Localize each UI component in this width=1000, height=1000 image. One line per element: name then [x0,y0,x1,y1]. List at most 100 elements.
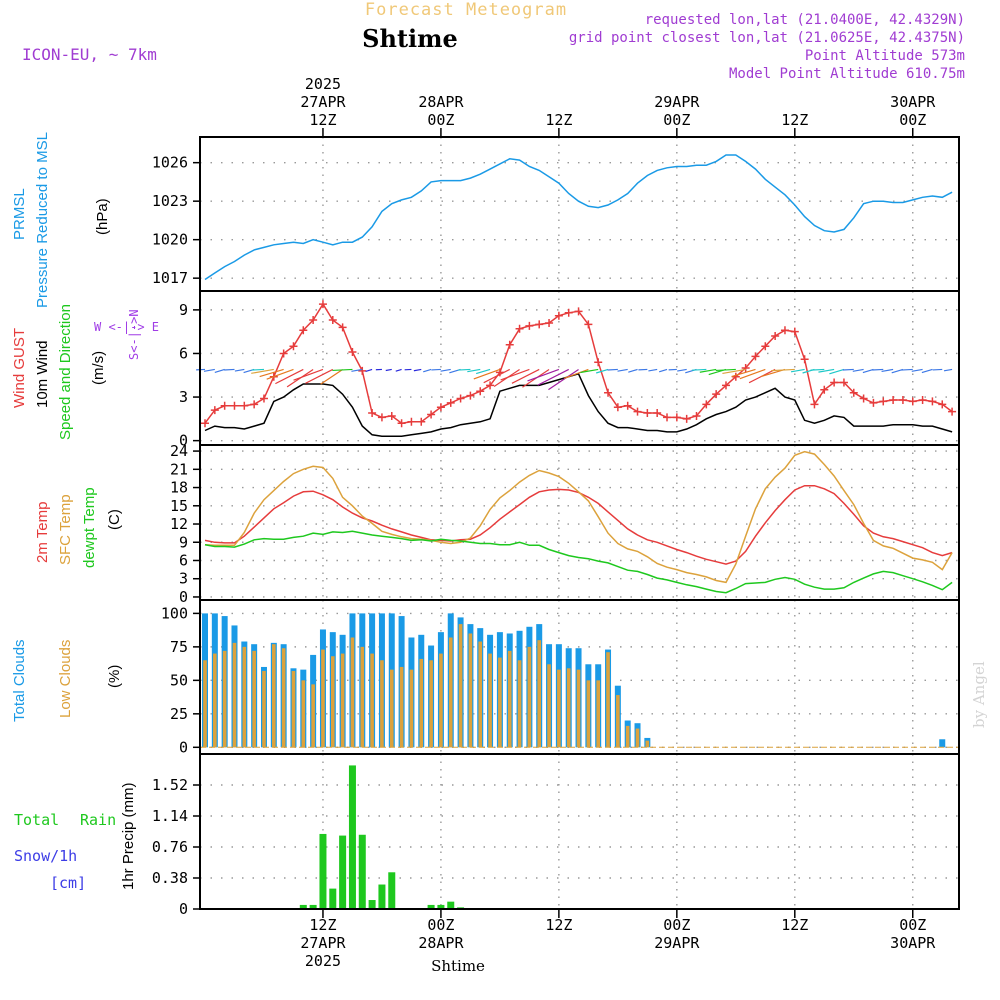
gust-point [230,401,239,410]
wind-barb [564,368,589,379]
low-cloud-bar [330,656,335,748]
gust-point [879,397,888,406]
model-altitude: Model Point Altitude 610.75m [729,66,965,82]
gust-point [486,381,495,390]
wind-barb [911,368,923,372]
y-tick-label: 21 [170,460,188,478]
gust-point [535,320,544,329]
requested-coords: requested lon,lat (21.0400E, 42.4329N) [645,12,965,28]
wind-barb [224,368,235,371]
gust-point [368,409,377,418]
rain-bar [319,833,327,909]
low-cloud-bar [547,664,551,748]
series-line [204,302,953,424]
y-tick-label: 0 [179,588,188,606]
rain-bar [358,834,366,909]
low-cloud-bar [527,646,532,748]
wind-barb [320,368,343,385]
y-tick-label: 12 [170,515,188,533]
low-cloud-bar [517,660,522,748]
series-line [204,154,953,281]
wind-barb [771,368,795,372]
total-cloud-bar [939,739,946,748]
wind-barb [628,368,638,373]
y-tick-label: 50 [170,671,188,689]
gust-point [830,378,839,387]
gust-point [653,409,662,418]
gust-point [712,390,721,399]
watermark: by Angel [970,661,988,728]
wind-barb [891,368,904,374]
wind-barb [862,368,874,374]
low-cloud-bar [645,740,650,748]
low-cloud-bar [281,648,286,748]
low-cloud-bar [311,684,315,748]
low-cloud-bar [498,657,502,748]
y-tick-label: 3 [179,388,188,406]
wind-barb [351,368,363,372]
y-tick-label: 15 [170,497,188,515]
gust-point [338,323,347,332]
wind-barb [527,368,560,382]
gust-point [849,388,858,397]
series-line [204,484,953,565]
wind-barb [617,368,628,372]
wind-barb [483,368,511,384]
wind-barb [251,368,274,374]
snow-unit-label: [cm] [50,874,86,892]
low-cloud-bar [272,644,276,748]
low-cloud-bar [557,669,561,748]
dewpt-label: dewpt Temp [81,487,98,568]
wind-barb [790,368,805,373]
wind-barb [203,368,215,372]
gust-point [839,378,848,387]
gust-point [525,321,534,330]
wind-barb [537,368,569,386]
time-label-top: 2025 [305,75,341,93]
plot-marks [196,154,959,910]
rain-bar [299,904,307,909]
low-cloud-bar [389,669,394,748]
y-tick-label: 75 [170,638,188,656]
y-tick-label: 18 [170,479,188,497]
temp2m-label: 2m Temp [34,502,51,563]
gust-point [682,414,691,423]
wind-barb [332,368,353,372]
low-cloud-bar [360,646,365,748]
wind-barb [365,368,373,372]
gust-point [692,411,701,420]
gust-point [613,403,622,412]
bottom-location: Shtime [431,957,485,975]
y-tick-label: 1.52 [152,776,188,794]
gust-point [928,397,937,406]
time-label-bottom: 00Z [427,916,454,934]
gust-point [908,397,917,406]
precip-unit: 1hr Precip (mm) [120,782,137,890]
time-label-top: 00Z [427,111,454,129]
gust-point [574,307,583,316]
rain-bar [309,904,317,909]
wind-barb [395,368,402,372]
time-label-top: 12Z [545,111,572,129]
low-cloud-bar [222,650,227,748]
gust-point [604,388,613,397]
rain-label: Rain [80,811,116,829]
wind-unit: (m/s) [90,351,107,385]
time-label-bottom: 12Z [309,916,336,934]
time-label-bottom: 29APR [654,934,700,952]
gust-point [387,411,396,420]
low-cloud-bar [350,637,355,748]
gust-point [397,419,406,428]
gust-point [554,311,563,320]
panel-frames [199,136,960,910]
y-tick-label: 1023 [152,192,188,210]
model-label: ICON-EU, ~ 7km [22,45,157,64]
low-cloud-bar [252,650,256,748]
series-line [204,450,953,584]
wind-barb [293,368,324,381]
y-tick-label: 6 [179,551,188,569]
wind-barb [457,368,471,371]
wind-barb [872,368,884,371]
wind-barb [580,368,599,374]
wind-barb [476,368,491,375]
